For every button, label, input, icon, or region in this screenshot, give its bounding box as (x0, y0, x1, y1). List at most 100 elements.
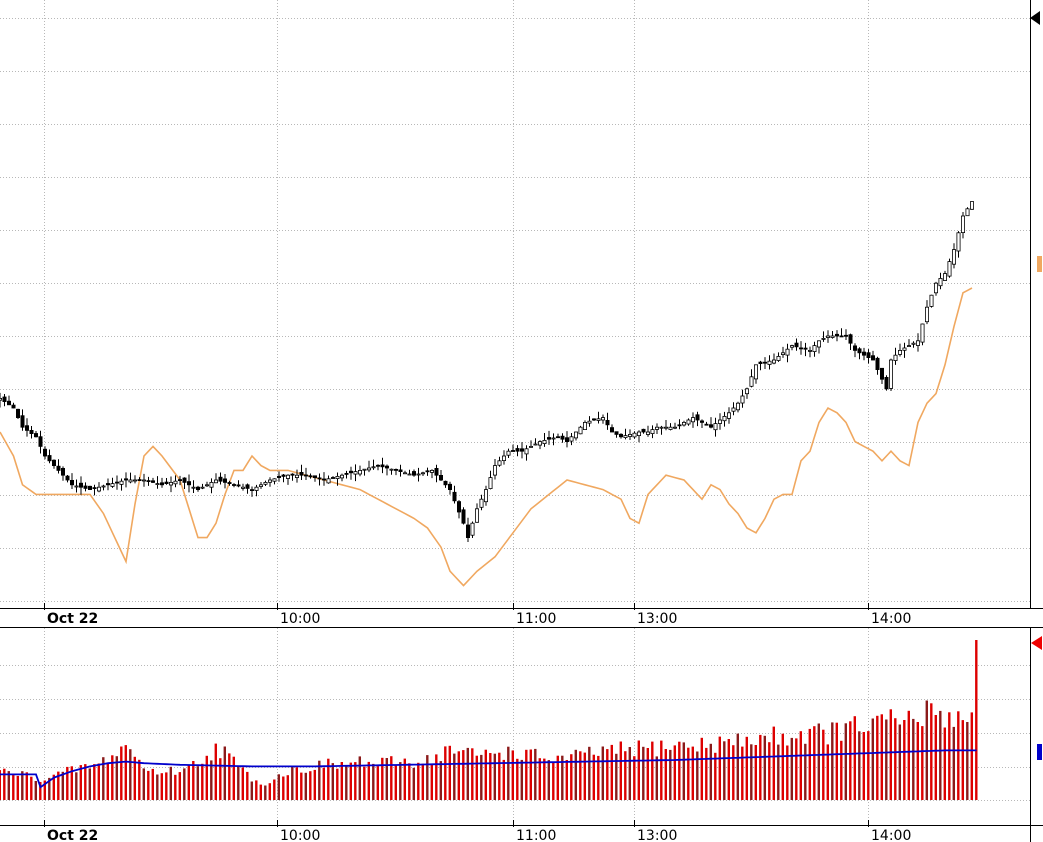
volume-bar (633, 756, 636, 800)
volume-bar (615, 753, 618, 800)
volume-bar (601, 746, 604, 800)
candlestick (461, 507, 466, 525)
volume-bar (354, 762, 357, 800)
volume-bar (588, 746, 591, 800)
volume-bar (345, 765, 348, 800)
candlestick (781, 346, 786, 358)
volume-bar (223, 746, 226, 800)
volume-bar (943, 727, 946, 800)
volume-bar (3, 768, 6, 800)
candlestick (11, 402, 16, 409)
volume-bar (327, 758, 330, 800)
volume-bar (246, 771, 249, 800)
volume-bar (516, 758, 519, 800)
candlestick (492, 459, 497, 480)
volume-x-tick-label: 10:00 (280, 828, 320, 842)
volume-bar (813, 726, 816, 800)
candlestick (718, 413, 723, 430)
candlestick (929, 294, 934, 308)
candlestick (317, 473, 322, 486)
candlestick (686, 418, 691, 426)
volume-panel: Oct 22 10:00 11:00 13:00 14:00 (0, 628, 1043, 842)
volume-bar (669, 749, 672, 800)
candlestick (556, 433, 561, 439)
volume-bar (178, 772, 181, 800)
volume-x-tick-label: 13:00 (637, 828, 677, 842)
candlestick (416, 467, 421, 482)
volume-bar (822, 729, 825, 800)
candlestick (916, 333, 921, 352)
volume-bar (502, 759, 505, 800)
volume-bar (745, 736, 748, 800)
candlestick (353, 464, 358, 482)
candlestick (420, 471, 425, 476)
volume-ma-last-value-marker (1037, 744, 1042, 760)
candlestick (529, 440, 534, 448)
candlestick (366, 460, 371, 473)
volume-bar (444, 746, 447, 800)
price-x-tick-label: 14:00 (871, 611, 911, 627)
volume-bar (583, 752, 586, 800)
candlestick (128, 472, 133, 484)
candlestick (754, 364, 759, 384)
candlestick (115, 475, 120, 490)
candlestick (272, 478, 277, 485)
volume-bar (777, 744, 780, 800)
candlestick (456, 500, 461, 519)
volume-bar (687, 747, 690, 800)
candlestick (344, 470, 349, 479)
volume-bar (142, 768, 145, 800)
candlestick (538, 440, 543, 450)
volume-bar (705, 747, 708, 800)
volume-bar (520, 759, 523, 800)
candlestick (501, 450, 506, 465)
candlestick (902, 342, 907, 358)
volume-bar (264, 785, 267, 800)
candlestick (330, 476, 335, 479)
candlestick (650, 425, 655, 439)
volume-bar (205, 755, 208, 800)
candlestick (222, 474, 227, 489)
candlestick (195, 485, 200, 492)
candlestick (524, 445, 529, 461)
candlestick (826, 330, 831, 343)
candlestick (83, 482, 88, 492)
candlestick (452, 485, 457, 504)
candlestick (447, 481, 452, 495)
volume-bar (862, 732, 865, 800)
volume-bar (255, 780, 258, 800)
candlestick (821, 331, 826, 342)
candlestick (384, 464, 389, 476)
volume-bar (678, 741, 681, 800)
volume-bar (84, 764, 87, 800)
candlestick (0, 392, 3, 408)
volume-bar (876, 715, 879, 800)
candlestick (146, 476, 151, 486)
volume-bar (547, 760, 550, 800)
candlestick (785, 343, 790, 363)
candlestick (34, 431, 39, 438)
volume-bar (786, 745, 789, 800)
volume-bar (214, 743, 217, 800)
volume-bar (21, 771, 24, 800)
candlestick (947, 258, 952, 278)
volume-bar (570, 754, 573, 800)
candlestick (204, 481, 209, 487)
candlestick (92, 484, 97, 496)
volume-bar (871, 718, 874, 800)
candlestick (731, 402, 736, 416)
volume-bar (849, 721, 852, 800)
volume-bar (12, 773, 15, 800)
candlestick (47, 449, 52, 464)
volume-bar (507, 746, 510, 800)
candlestick (542, 433, 547, 447)
volume-bar (975, 640, 978, 800)
volume-bar (934, 715, 937, 800)
volume-bar (831, 722, 834, 800)
volume-bar (718, 736, 721, 800)
volume-bar (313, 769, 316, 800)
candlestick (803, 342, 808, 357)
volume-bar (709, 743, 712, 800)
volume-bar (808, 728, 811, 800)
volume-bar (75, 772, 78, 800)
